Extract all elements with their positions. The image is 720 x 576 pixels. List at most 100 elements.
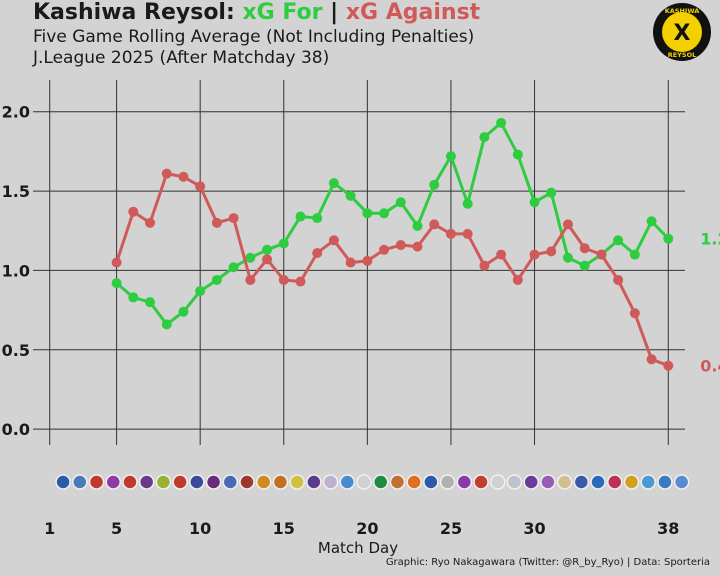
- opponent-badge-icon: [423, 474, 439, 490]
- opponent-badge-icon: [456, 474, 473, 490]
- data-point-against: [479, 260, 490, 271]
- data-point-against: [613, 274, 624, 285]
- data-point-against: [496, 249, 507, 260]
- opponent-badge-icon: [356, 474, 372, 490]
- data-point-against: [362, 255, 373, 266]
- data-point-against: [663, 360, 674, 371]
- end-label-against: 0.4: [700, 357, 720, 376]
- y-tick-label: 2.0: [2, 103, 30, 122]
- data-point-against: [278, 274, 289, 285]
- data-point-against: [646, 354, 657, 365]
- data-point-for: [211, 274, 222, 285]
- opponent-badge-icon: [406, 474, 422, 490]
- data-point-for: [312, 213, 323, 224]
- opponent-badge-icon: [473, 474, 489, 490]
- x-tick-label: 25: [440, 519, 462, 538]
- opponent-badge-icon: [506, 474, 523, 490]
- data-point-for: [613, 235, 624, 246]
- data-point-against: [328, 235, 339, 246]
- opponent-badge-icon: [239, 474, 255, 490]
- opponent-badge-icon: [439, 474, 456, 490]
- data-point-against: [596, 249, 607, 260]
- opponent-badge-icon: [72, 474, 88, 490]
- opponent-badge-icon: [138, 474, 155, 490]
- club-crest-logo: KASHIWA REYSOL X: [653, 3, 711, 61]
- opponent-badge-icon: [640, 474, 656, 490]
- series-line-for: [115, 121, 670, 326]
- series-lines: 1.2 0.4: [111, 117, 720, 376]
- data-point-for: [479, 132, 490, 143]
- credit-text: Graphic: Ryo Nakagawara (Twitter: @R_by_…: [385, 557, 710, 568]
- chart-subtitle: Five Game Rolling Average (Not Including…: [33, 27, 475, 47]
- opponent-badge-icon: [523, 474, 539, 490]
- data-point-for: [429, 179, 440, 190]
- title-xg-for: xG For: [242, 0, 323, 25]
- data-point-against: [395, 240, 406, 251]
- data-point-for: [629, 249, 640, 260]
- opponent-badge-icon: [623, 474, 640, 490]
- data-point-against: [228, 213, 239, 224]
- opponent-badge-icon: [222, 474, 239, 490]
- opponent-badge-icon: [673, 474, 690, 490]
- data-point-against: [546, 246, 557, 257]
- data-point-against: [579, 243, 590, 254]
- data-point-for: [262, 244, 273, 255]
- data-point-for: [496, 117, 507, 128]
- chart-title: Kashiwa Reysol: xG For | xG Against: [33, 0, 480, 25]
- data-point-against: [312, 247, 323, 258]
- opponent-icons-row: [55, 474, 690, 490]
- y-tick-label: 0.5: [2, 341, 30, 360]
- data-point-for: [412, 221, 423, 231]
- data-point-for: [646, 216, 657, 227]
- data-point-for: [178, 306, 189, 317]
- data-point-against: [128, 206, 139, 217]
- data-point-for: [328, 178, 339, 189]
- opponent-badge-icon: [272, 474, 289, 490]
- x-tick-label: 10: [189, 519, 211, 538]
- opponent-badge-icon: [540, 474, 556, 490]
- data-point-for: [145, 297, 156, 308]
- x-tick-label: 5: [111, 519, 122, 538]
- data-point-for: [161, 319, 172, 330]
- data-point-against: [412, 241, 423, 252]
- data-point-against: [629, 308, 640, 319]
- data-point-against: [562, 219, 573, 230]
- data-point-for: [278, 238, 289, 249]
- y-tick-label: 1.5: [2, 182, 30, 201]
- x-tick-label: 1: [44, 519, 55, 538]
- data-point-for: [579, 260, 590, 271]
- y-tick-label: 0.0: [2, 420, 30, 439]
- opponent-badge-icon: [573, 474, 590, 490]
- data-point-against: [529, 249, 540, 260]
- data-point-for: [529, 197, 540, 208]
- opponent-badge-icon: [657, 474, 673, 490]
- opponent-badge-icon: [105, 474, 121, 490]
- x-axis-label: Match Day: [318, 539, 398, 557]
- crest-center-text: X: [674, 21, 691, 46]
- opponent-badge-icon: [189, 474, 205, 490]
- data-point-for: [128, 292, 139, 303]
- chart-season-subtitle: J.League 2025 (After Matchday 38): [33, 48, 330, 68]
- series-line-against: [115, 172, 669, 368]
- end-label-for: 1.2: [700, 230, 720, 249]
- data-point-against: [429, 219, 440, 230]
- title-team: Kashiwa Reysol:: [33, 0, 235, 25]
- opponent-badge-icon: [372, 474, 389, 490]
- data-point-against: [111, 257, 122, 268]
- data-point-for: [245, 252, 256, 263]
- data-point-against: [445, 228, 456, 239]
- grid: [33, 80, 685, 445]
- data-point-for: [546, 187, 557, 198]
- crest-top-text: KASHIWA: [665, 7, 700, 15]
- opponent-badge-icon: [556, 474, 573, 490]
- x-tick-label: 15: [273, 519, 295, 538]
- opponent-badge-icon: [205, 474, 222, 490]
- y-tick-label: 1.0: [2, 261, 30, 280]
- opponent-badge-icon: [88, 474, 105, 490]
- data-point-against: [195, 181, 206, 192]
- data-point-for: [111, 278, 122, 289]
- data-point-against: [178, 171, 189, 182]
- data-point-for: [379, 208, 390, 219]
- data-point-for: [562, 252, 573, 263]
